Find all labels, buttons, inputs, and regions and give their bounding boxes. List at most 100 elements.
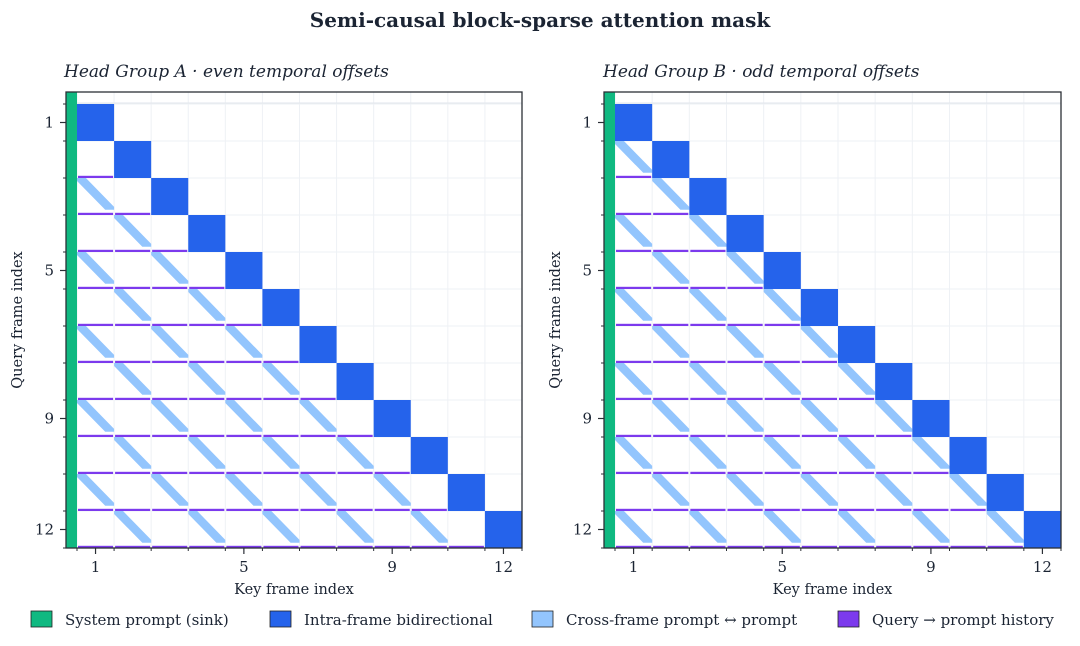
x-tick-label: 1 xyxy=(91,558,101,576)
history-line-q12-k9 xyxy=(913,545,949,548)
history-line-q5-k1 xyxy=(616,286,652,289)
intra-frame-block-6 xyxy=(262,289,300,326)
history-line-q9-k7 xyxy=(300,434,336,437)
cross-frame-block-q11-k2 xyxy=(652,474,690,506)
history-line-q9-k2 xyxy=(115,434,151,437)
cross-frame-block-q11-k7 xyxy=(299,474,337,506)
legend-item-1: System prompt (sink) xyxy=(30,610,229,629)
cross-frame-block-q11-k6 xyxy=(800,474,838,506)
history-line-q9-k6 xyxy=(801,434,837,437)
history-line-q8-k6 xyxy=(801,397,837,400)
history-line-q11-k5 xyxy=(764,508,800,511)
history-line-q8-k3 xyxy=(152,397,188,400)
history-line-q5-k4 xyxy=(189,286,225,289)
history-line-q11-k8 xyxy=(337,508,373,511)
history-line-q11-k8 xyxy=(876,508,912,511)
cross-frame-block-q3-k1 xyxy=(77,178,115,210)
history-line-q9-k8 xyxy=(337,434,373,437)
history-line-q7-k1 xyxy=(616,360,652,363)
history-line-q7-k1 xyxy=(78,360,114,363)
cross-frame-block-q9-k1 xyxy=(77,400,115,432)
history-line-q11-k6 xyxy=(801,508,837,511)
history-line-q10-k3 xyxy=(690,471,726,474)
intra-frame-block-9 xyxy=(912,400,950,437)
history-line-q10-k9 xyxy=(913,471,949,474)
history-line-q10-k7 xyxy=(839,471,875,474)
history-line-q11-k5 xyxy=(226,508,262,511)
history-line-q4-k1 xyxy=(616,249,652,252)
legend-item-2: Intra-frame bidirectional xyxy=(269,610,493,629)
history-line-q9-k7 xyxy=(839,434,875,437)
history-line-q9-k3 xyxy=(152,434,188,437)
history-line-q12-k4 xyxy=(189,545,225,548)
history-line-q12-k10 xyxy=(950,545,986,548)
cross-frame-block-q12-k6 xyxy=(262,511,300,543)
history-line-q2-k1 xyxy=(78,175,114,178)
history-line-q5-k3 xyxy=(690,286,726,289)
intra-frame-block-2 xyxy=(114,141,152,178)
cross-frame-block-q6-k1 xyxy=(615,289,653,321)
history-line-q9-k5 xyxy=(226,434,262,437)
cross-frame-block-q5-k4 xyxy=(726,252,764,284)
history-line-q12-k4 xyxy=(727,545,763,548)
history-line-q7-k5 xyxy=(764,360,800,363)
intra-frame-block-11 xyxy=(986,474,1024,511)
history-line-q12-k11 xyxy=(448,545,484,548)
history-line-q7-k4 xyxy=(189,360,225,363)
intra-frame-block-12 xyxy=(1023,511,1061,548)
cross-frame-block-q12-k7 xyxy=(838,511,876,543)
cross-frame-block-q12-k9 xyxy=(912,511,950,543)
history-line-q12-k8 xyxy=(337,545,373,548)
intra-frame-block-10 xyxy=(949,437,987,474)
cross-frame-block-q12-k2 xyxy=(114,511,152,543)
intra-frame-block-4 xyxy=(188,215,226,252)
cross-frame-block-q7-k2 xyxy=(652,326,690,358)
intra-frame-block-2 xyxy=(652,141,690,178)
history-line-q6-k4 xyxy=(189,323,225,326)
intra-frame-block-7 xyxy=(838,326,876,363)
plot-frame xyxy=(603,91,1062,549)
cross-frame-block-q8-k6 xyxy=(262,363,300,395)
cross-frame-block-q8-k3 xyxy=(689,363,727,395)
history-line-q4-k2 xyxy=(653,249,689,252)
intra-frame-block-10 xyxy=(410,437,448,474)
history-line-q12-k3 xyxy=(152,545,188,548)
sink-column xyxy=(66,92,77,548)
legend-swatch xyxy=(837,610,860,628)
cross-frame-block-q6-k3 xyxy=(689,289,727,321)
history-line-q11-k9 xyxy=(374,508,410,511)
cross-frame-block-q7-k5 xyxy=(225,326,263,358)
cross-frame-block-q7-k6 xyxy=(800,326,838,358)
cross-frame-block-q10-k8 xyxy=(336,437,374,469)
history-line-q5-k3 xyxy=(152,286,188,289)
history-line-q11-k1 xyxy=(78,508,114,511)
history-line-q7-k2 xyxy=(653,360,689,363)
cross-frame-block-q10-k4 xyxy=(188,437,226,469)
history-line-q4-k3 xyxy=(152,249,188,252)
history-line-q11-k4 xyxy=(189,508,225,511)
x-tick-label: 12 xyxy=(494,558,513,576)
history-line-q8-k6 xyxy=(263,397,299,400)
intra-frame-block-5 xyxy=(225,252,263,289)
y-tick-label: 1 xyxy=(44,114,54,132)
x-axis-label: Key frame index xyxy=(773,582,893,598)
history-line-q5-k4 xyxy=(727,286,763,289)
cross-frame-block-q9-k6 xyxy=(800,400,838,432)
history-line-q3-k1 xyxy=(616,212,652,215)
history-line-q6-k2 xyxy=(115,323,151,326)
cross-frame-block-q9-k4 xyxy=(726,400,764,432)
cross-frame-block-q6-k5 xyxy=(763,289,801,321)
cross-frame-block-q4-k2 xyxy=(114,215,152,247)
cross-frame-block-q8-k4 xyxy=(188,363,226,395)
intra-frame-block-8 xyxy=(875,363,913,400)
cross-frame-block-q7-k3 xyxy=(151,326,189,358)
legend-item-3: Cross-frame prompt ↔ prompt xyxy=(531,610,797,629)
x-tick-label: 9 xyxy=(387,558,397,576)
cross-frame-block-q12-k5 xyxy=(763,511,801,543)
history-line-q12-k11 xyxy=(987,545,1023,548)
history-line-q11-k10 xyxy=(411,508,447,511)
intra-frame-block-6 xyxy=(800,289,838,326)
cross-frame-block-q10-k9 xyxy=(912,437,950,469)
x-tick-label: 1 xyxy=(629,558,639,576)
history-line-q6-k1 xyxy=(616,323,652,326)
